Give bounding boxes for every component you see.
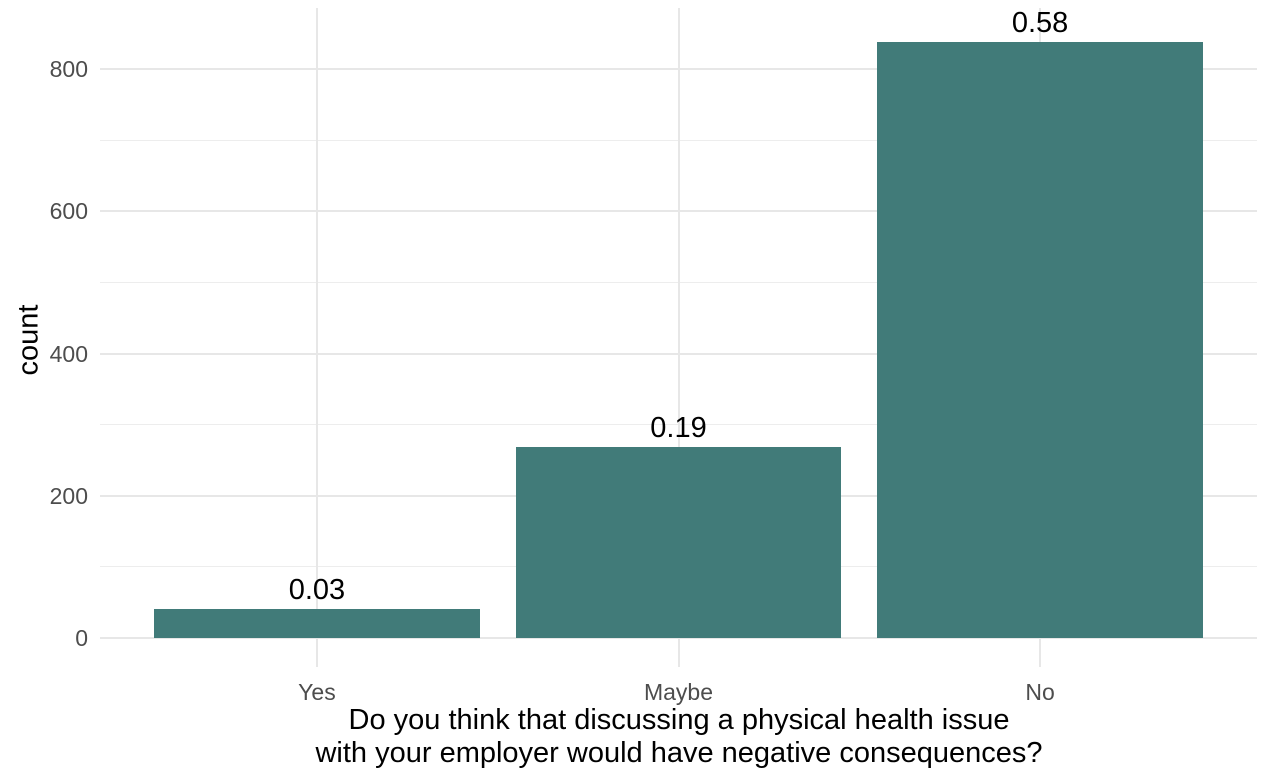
y-tick-label-0: 0 — [75, 625, 88, 651]
y-tick-label-600: 600 — [49, 198, 88, 225]
gridline-major-x-maybe — [677, 8, 680, 667]
bar-value-label-yes: 0.03 — [288, 573, 346, 606]
gridline-major-x-yes — [315, 8, 318, 667]
x-axis-title: Do you think that discussing a physical … — [315, 704, 1042, 770]
bar-yes — [154, 608, 480, 638]
x-axis-title-line1: Do you think that discussing a physical … — [348, 704, 1010, 736]
x-tick-label-maybe: Maybe — [643, 679, 714, 705]
x-tick-label-no: No — [1025, 679, 1055, 705]
x-axis-title-line2: with your employer would have negative c… — [315, 737, 1043, 769]
bar-maybe — [515, 447, 842, 638]
y-tick-label-800: 800 — [49, 56, 88, 82]
bar-no — [877, 41, 1203, 638]
plot-panel — [100, 8, 1257, 667]
bar-value-label-no: 0.58 — [1011, 6, 1069, 39]
x-tick-label-yes: Yes — [298, 679, 336, 705]
y-tick-label-400: 400 — [49, 340, 88, 367]
y-tick-label-200: 200 — [49, 482, 88, 509]
bar-value-label-maybe: 0.19 — [650, 412, 707, 445]
